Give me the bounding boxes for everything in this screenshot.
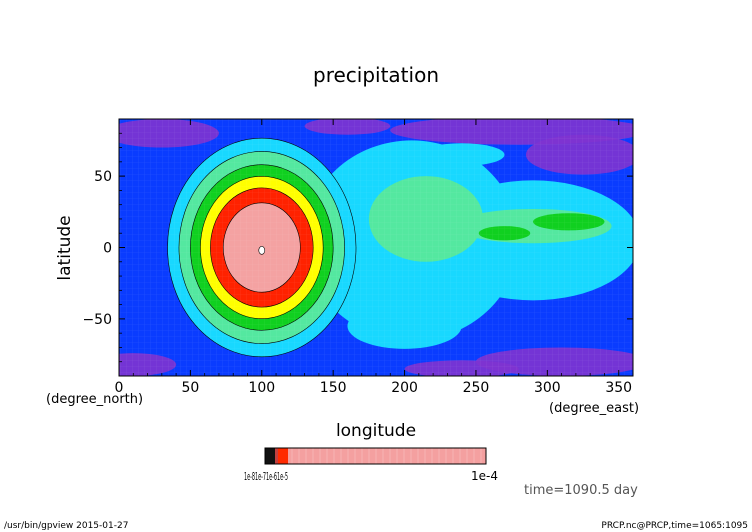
x-tick-label-5: 250 (463, 380, 490, 396)
x-tick-label-2: 100 (248, 380, 275, 396)
x-axis-label: longitude (336, 421, 416, 441)
y-axis-unit: (degree_north) (46, 392, 143, 407)
x-tick-label-3: 150 (320, 380, 347, 396)
x-tick-label-0: 0 (115, 380, 124, 396)
footer-left: /usr/bin/gpview 2015-01-27 (4, 521, 128, 531)
colorbar-right-label: 1e-4 (471, 469, 498, 483)
y-tick-label-2: 50 (94, 169, 112, 185)
plot-area (119, 119, 633, 376)
chart-title: precipitation (313, 63, 439, 87)
x-tick-label-4: 200 (391, 380, 418, 396)
colorbar-segment-1 (265, 448, 275, 464)
colorbar-segment-3 (278, 448, 288, 464)
colorbar-left-labels: 1e-81e-71e-61e-5 (244, 470, 288, 483)
y-tick-label-1: 0 (103, 241, 112, 257)
x-axis: 0 50 100 150 200 250 300 350 (115, 119, 632, 396)
x-tick-label-7: 350 (605, 380, 632, 396)
field-grid-texture (119, 119, 633, 376)
colorbar-segment-2 (275, 448, 278, 464)
x-tick-label-6: 300 (534, 380, 561, 396)
x-axis-unit: (degree_east) (549, 401, 639, 416)
y-tick-label-0: −50 (82, 312, 112, 328)
time-annotation: time=1090.5 day (524, 483, 638, 498)
y-axis: −50 0 50 (82, 132, 633, 363)
colorbar: 1e-81e-71e-61e-5 1e-4 (244, 447, 498, 483)
colorbar-frame (264, 447, 487, 465)
colorbar-segment-4 (288, 448, 486, 464)
x-tick-label-1: 50 (181, 380, 199, 396)
footer-right: PRCP.nc@PRCP,time=1065:1095 (601, 521, 748, 531)
y-axis-label: latitude (55, 215, 75, 280)
